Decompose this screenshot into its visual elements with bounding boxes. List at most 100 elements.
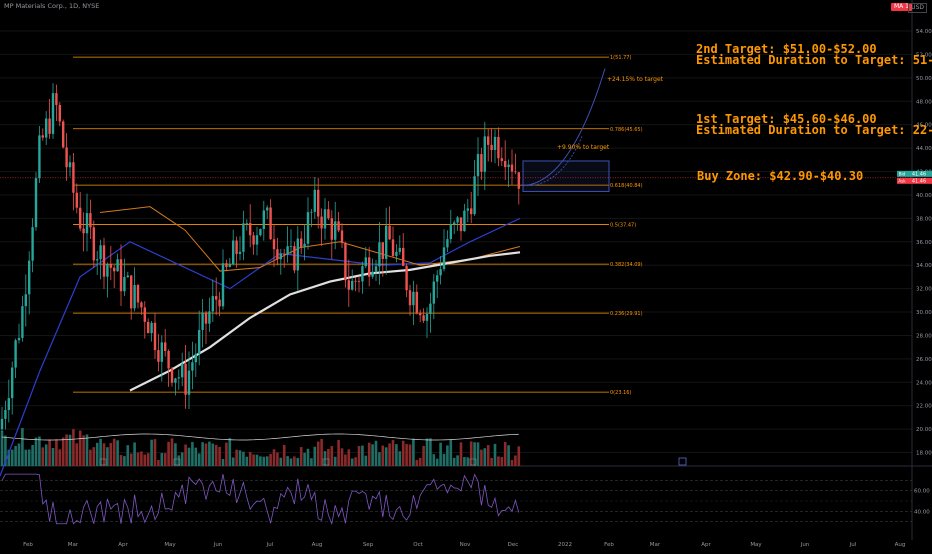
candle-body: [167, 350, 170, 369]
volume-bar: [303, 452, 306, 466]
candle: [211, 279, 214, 322]
candle: [442, 229, 446, 272]
event-marker: [173, 458, 181, 466]
candle: [201, 299, 204, 348]
volume-bar: [140, 451, 143, 466]
volume-bar: [4, 435, 7, 466]
candle: [293, 241, 296, 274]
candle: [310, 209, 313, 228]
candle: [48, 98, 51, 139]
volume-bar: [218, 446, 221, 466]
candle: [170, 366, 174, 387]
candle-body: [405, 265, 408, 291]
candle-body: [225, 263, 228, 268]
future-event-marker: [678, 457, 687, 466]
axis-layer: 54.0052.0050.0048.0046.0044.0042.0040.00…: [23, 29, 932, 548]
x-tick-label: Nov: [460, 542, 471, 548]
candle: [419, 309, 422, 323]
candle-body: [398, 247, 401, 252]
volume-bar: [459, 442, 463, 466]
volume-bar: [160, 453, 164, 466]
candle-body: [252, 235, 255, 245]
y-tick-label: 18.00: [916, 451, 932, 457]
volume-bar: [412, 438, 415, 466]
volume-bar: [435, 458, 439, 466]
candle: [381, 242, 384, 277]
ask-tag-label: Ask: [898, 178, 906, 183]
candle: [79, 192, 82, 232]
ma-badge[interactable]: MA 1: [890, 3, 912, 11]
x-tick-label: Mar: [68, 542, 79, 548]
candle-body: [402, 247, 405, 266]
volume-bar: [483, 448, 487, 466]
candle-body: [364, 257, 367, 267]
fib-level-label: 0.786(45.65): [610, 127, 643, 133]
candle-body: [323, 209, 327, 229]
candle: [405, 263, 408, 298]
volume-ma-line: [1, 433, 519, 441]
buy-zone-box: [522, 160, 610, 192]
volume-bar: [10, 449, 14, 466]
candle: [102, 237, 106, 289]
candle-body: [58, 104, 61, 122]
candle-body: [473, 176, 476, 215]
volume-bar: [401, 440, 405, 466]
volume-bar: [316, 441, 320, 466]
target1-duration: Estimated Duration to Target: 22-25d: [696, 123, 932, 137]
candle-body: [198, 329, 201, 354]
candle: [364, 247, 367, 269]
volume-bar: [163, 453, 167, 466]
volume-bar: [361, 445, 364, 466]
volume-bar: [327, 448, 330, 466]
candle: [106, 262, 109, 298]
volume-bar: [262, 456, 266, 466]
candle: [456, 215, 459, 231]
candle-body: [300, 238, 303, 248]
volume-bar: [259, 456, 262, 466]
candle: [385, 207, 388, 275]
candle-body: [422, 315, 425, 321]
x-tick-label: Apr: [118, 542, 128, 548]
candle: [238, 236, 242, 261]
volume-bar: [313, 446, 317, 466]
candle-body: [232, 240, 235, 265]
y-tick-label: 20.00: [916, 427, 932, 433]
volume-bar: [231, 457, 235, 466]
currency-selector[interactable]: USD: [908, 3, 927, 13]
candle-body: [272, 239, 276, 250]
candle-body: [357, 281, 361, 282]
candle: [323, 198, 327, 240]
volume-bar: [89, 449, 92, 466]
volume-bar: [476, 442, 480, 466]
candle-body: [283, 253, 286, 255]
volume-bar: [497, 456, 500, 466]
candle: [194, 343, 197, 378]
volume-bar: [282, 444, 286, 466]
event-marker: [99, 458, 107, 466]
candle: [480, 147, 483, 180]
candle: [119, 244, 123, 306]
volume-bar: [452, 457, 456, 466]
volume-bar: [75, 443, 79, 466]
candle: [453, 220, 456, 235]
volume-bar: [395, 444, 398, 466]
volume-bar: [24, 449, 28, 466]
candle: [82, 212, 85, 252]
candle: [204, 310, 208, 345]
fib-level-label: 0.382(34.09): [610, 262, 643, 268]
projection-curve-target2: [522, 68, 606, 187]
candle: [422, 308, 425, 323]
volume-bar: [466, 457, 470, 466]
candle-body: [266, 207, 269, 211]
volume-bar: [350, 458, 354, 466]
candle: [330, 210, 333, 260]
candle: [306, 197, 310, 250]
candle: [72, 153, 75, 211]
candle: [439, 256, 442, 285]
candle-body: [136, 285, 140, 303]
candle: [55, 84, 58, 121]
candle-body: [68, 162, 72, 168]
target2-pct-label: +24.15% to target: [607, 76, 664, 83]
